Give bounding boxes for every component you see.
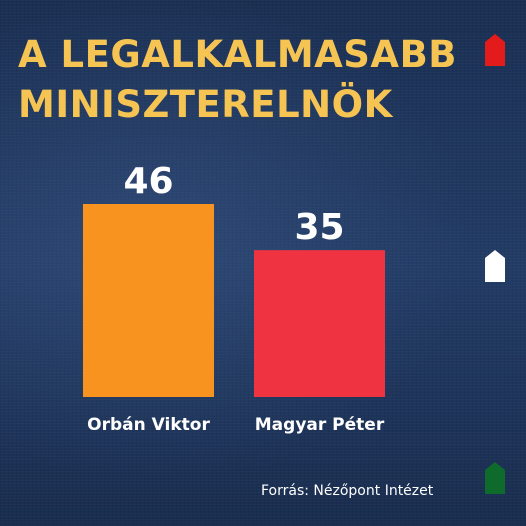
white-arrow-icon	[485, 250, 505, 282]
green-arrow-shape	[485, 462, 505, 494]
category-label-2: Magyar Péter	[255, 415, 385, 435]
green-arrow-icon	[485, 462, 505, 494]
category-label-1: Orbán Viktor	[87, 415, 210, 435]
bar-2	[254, 250, 385, 397]
white-arrow-shape	[485, 250, 505, 282]
chart-title: A LEGALKALMASABB MINISZTERELNÖK	[18, 30, 457, 130]
chart-title-line-2: MINISZTERELNÖK	[18, 83, 393, 126]
red-arrow-shape	[485, 34, 505, 66]
value-label-2: 35	[294, 207, 344, 248]
bar-1	[83, 204, 214, 397]
value-label-1: 46	[123, 161, 173, 202]
red-arrow-icon	[485, 34, 505, 66]
chart-title-line-1: A LEGALKALMASABB	[18, 33, 457, 76]
source-note: Forrás: Nézőpont Intézet	[261, 483, 434, 499]
